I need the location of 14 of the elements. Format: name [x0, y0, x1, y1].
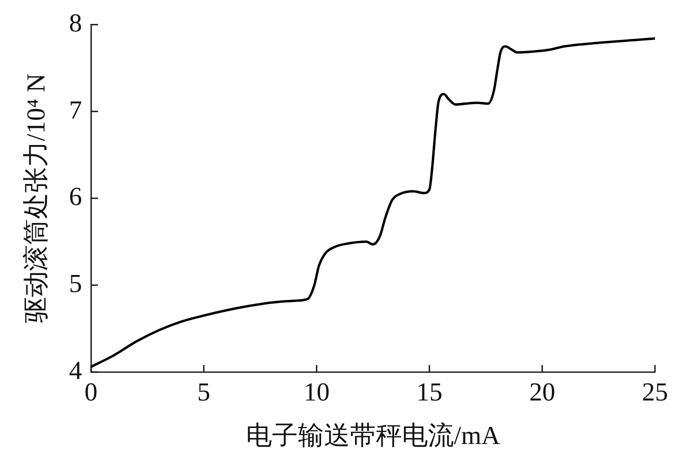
- y-tick-label: 7: [69, 95, 82, 124]
- x-axis-title: 电子输送带秤电流/mA: [246, 421, 500, 450]
- x-tick-label: 15: [416, 377, 442, 406]
- x-tick-label: 10: [304, 377, 330, 406]
- y-tick-label: 4: [69, 356, 82, 385]
- y-axis-title: 驱动滚筒处张力/10⁴ N: [21, 73, 50, 324]
- y-tick-label: 5: [69, 268, 82, 298]
- x-tick-label: 25: [642, 377, 668, 406]
- x-tick-label: 20: [529, 377, 556, 406]
- x-tick-label: 0: [84, 377, 98, 406]
- y-tick-label: 6: [69, 182, 82, 212]
- line-series: [91, 37, 655, 368]
- y-tick-label: 8: [69, 8, 82, 38]
- x-tick-label: 5: [197, 377, 210, 406]
